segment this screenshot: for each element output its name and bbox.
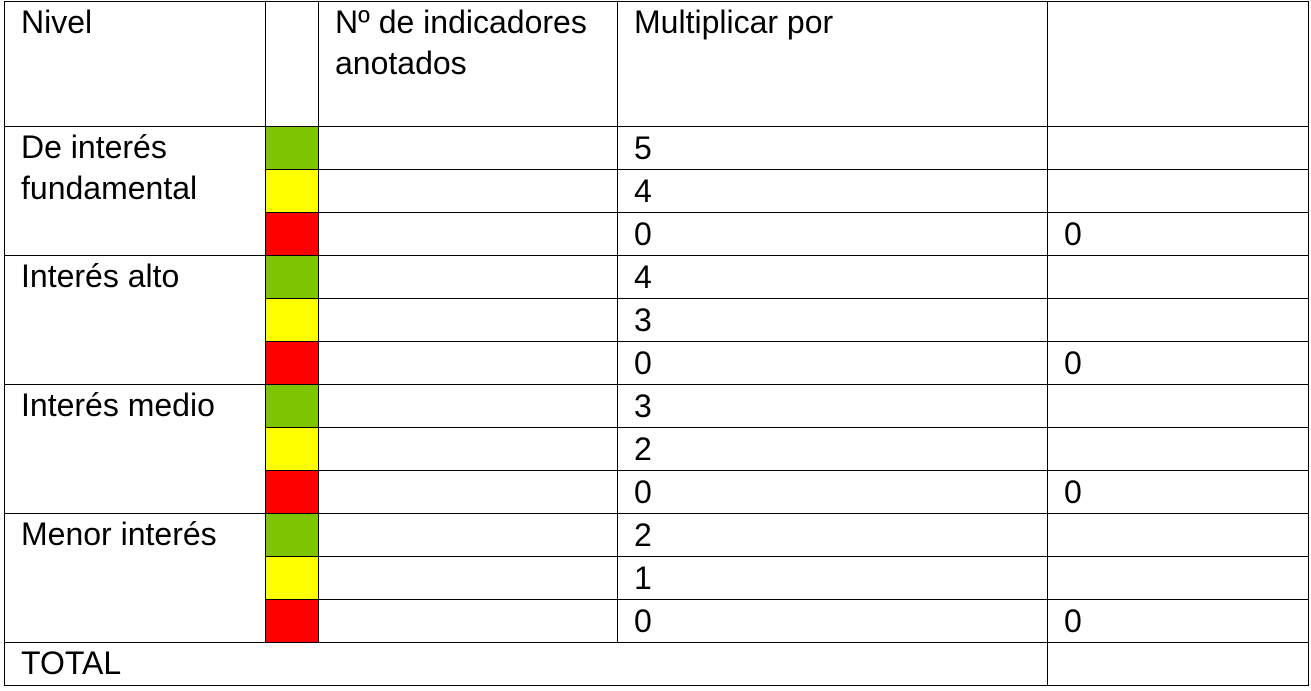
result-cell[interactable]: [1047, 255, 1309, 299]
indicadores-cell[interactable]: [318, 341, 618, 385]
green-swatch: [265, 384, 319, 428]
indicadores-cell[interactable]: [318, 298, 618, 342]
header-indicadores: Nº de indicadores anotados: [318, 1, 618, 127]
multiplier-cell: 3: [617, 298, 1048, 342]
multiplier-cell: 4: [617, 169, 1048, 213]
header-row: Nivel Nº de indicadores anotados Multipl…: [4, 1, 1309, 127]
result-cell[interactable]: 0: [1047, 341, 1309, 385]
table-row: 2: [5, 427, 1309, 471]
red-swatch: [265, 341, 319, 385]
green-swatch: [265, 126, 319, 170]
green-swatch: [265, 255, 319, 299]
total-row: TOTAL: [4, 642, 1309, 686]
red-swatch: [265, 212, 319, 256]
indicadores-cell[interactable]: [318, 599, 618, 643]
result-cell[interactable]: [1047, 556, 1309, 600]
multiplier-cell: 0: [617, 599, 1048, 643]
yellow-swatch: [265, 169, 319, 213]
table-row: Interés medio 3: [4, 384, 1309, 514]
result-cell[interactable]: [1047, 298, 1309, 342]
indicadores-cell[interactable]: [318, 556, 618, 600]
multiplier-cell: 5: [617, 126, 1048, 170]
scoring-table: Nivel Nº de indicadores anotados Multipl…: [4, 1, 1309, 686]
table-row: 1: [5, 556, 1309, 600]
multiplier-cell: 0: [617, 212, 1048, 256]
result-cell[interactable]: 0: [1047, 599, 1309, 643]
level-label: Interés alto: [4, 255, 266, 385]
green-swatch: [265, 513, 319, 557]
header-resultado: [1047, 1, 1309, 127]
result-cell[interactable]: [1047, 126, 1309, 170]
header-nivel: Nivel: [4, 1, 266, 127]
yellow-swatch: [265, 427, 319, 471]
indicadores-cell[interactable]: [318, 255, 618, 299]
total-label: TOTAL: [4, 642, 1048, 686]
red-swatch: [265, 599, 319, 643]
header-multiplicar: Multiplicar por: [617, 1, 1048, 127]
result-cell[interactable]: 0: [1047, 212, 1309, 256]
indicadores-cell[interactable]: [318, 384, 618, 428]
table-row: 3: [5, 298, 1309, 342]
red-swatch: [265, 470, 319, 514]
indicadores-cell[interactable]: [318, 513, 618, 557]
result-cell[interactable]: [1047, 384, 1309, 428]
result-cell[interactable]: [1047, 169, 1309, 213]
table-row: De interés fundamental 5: [4, 126, 1309, 256]
multiplier-cell: 0: [617, 470, 1048, 514]
result-cell[interactable]: [1047, 427, 1309, 471]
indicadores-cell[interactable]: [318, 470, 618, 514]
multiplier-cell: 1: [617, 556, 1048, 600]
multiplier-cell: 2: [617, 513, 1048, 557]
indicadores-cell[interactable]: [318, 126, 618, 170]
multiplier-cell: 4: [617, 255, 1048, 299]
indicadores-cell[interactable]: [318, 212, 618, 256]
indicadores-cell[interactable]: [318, 427, 618, 471]
yellow-swatch: [265, 556, 319, 600]
result-cell[interactable]: 0: [1047, 470, 1309, 514]
multiplier-cell: 3: [617, 384, 1048, 428]
level-label: Interés medio: [4, 384, 266, 514]
yellow-swatch: [265, 298, 319, 342]
level-label: Menor interés: [4, 513, 266, 643]
multiplier-cell: 2: [617, 427, 1048, 471]
indicadores-cell[interactable]: [318, 169, 618, 213]
table-row: Menor interés 2: [4, 513, 1309, 643]
level-label: De interés fundamental: [4, 126, 266, 256]
result-cell[interactable]: [1047, 513, 1309, 557]
table-row: Interés alto 4: [4, 255, 1309, 385]
total-value-cell[interactable]: [1047, 642, 1309, 686]
multiplier-cell: 0: [617, 341, 1048, 385]
header-color: [265, 1, 319, 127]
